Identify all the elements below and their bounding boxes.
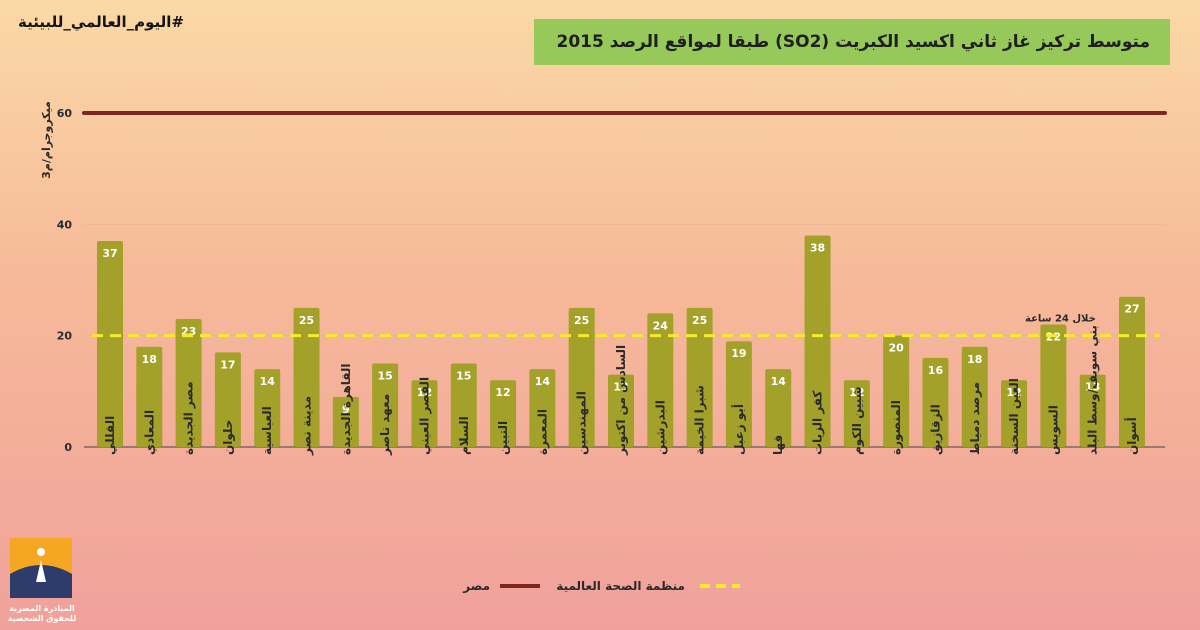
who-line-annotation: خلال 24 ساعة — [1025, 314, 1096, 325]
x-tick-label: السويس — [1046, 405, 1061, 455]
bar-value-label: 27 — [1124, 303, 1139, 316]
bar — [961, 346, 988, 447]
bar — [136, 346, 163, 447]
bar — [175, 318, 202, 447]
bar-value-label: 25 — [574, 314, 589, 327]
bar — [1001, 380, 1028, 447]
x-tick-label: حلوان — [221, 420, 236, 455]
bar-value-label: 12 — [849, 386, 864, 399]
x-tick-label: كفر الزيات — [811, 391, 825, 455]
x-tick-label: مصر الجديدة — [182, 381, 196, 455]
bar-value-label: 20 — [888, 342, 904, 355]
bar-value-label: 19 — [731, 347, 746, 360]
bar-value-label: 14 — [535, 375, 551, 388]
bar-value-label: 13 — [1085, 381, 1100, 394]
bar — [765, 369, 792, 447]
bar-value-label: 12 — [495, 386, 510, 399]
x-tick-label: بني سويف/وسط البلد — [1086, 325, 1101, 455]
x-tick-label: شبين الكوم — [850, 387, 865, 456]
bar — [372, 363, 399, 447]
bar — [647, 313, 674, 447]
x-tick-label: المعادي — [142, 410, 156, 455]
x-tick-label: العين السخنة — [1007, 378, 1021, 455]
bar — [450, 363, 477, 447]
legend-egypt-label: مصر — [462, 579, 490, 593]
bar — [922, 357, 949, 447]
bar — [332, 396, 359, 447]
bar-value-label: 15 — [456, 370, 471, 383]
bar — [490, 380, 517, 447]
x-tick-label: البدرشين — [653, 400, 667, 455]
bar — [411, 380, 438, 447]
bar-value-label: 14 — [771, 375, 787, 388]
y-tick-label: 20 — [57, 330, 73, 343]
x-tick-label: مرصد دمياط — [968, 382, 982, 455]
bar-value-label: 15 — [377, 370, 392, 383]
bar — [214, 352, 241, 447]
bar-value-label: 37 — [102, 247, 117, 260]
x-tick-label: السادس من اكتوبر — [614, 345, 629, 456]
org-logo — [10, 538, 72, 598]
x-tick-label: المنصورة — [889, 400, 904, 455]
bar-value-label: 24 — [653, 319, 669, 332]
legend-who-label: منظمة الصحة العالمية — [556, 579, 685, 593]
x-tick-label: الزقازيق — [928, 404, 942, 455]
bar — [725, 341, 752, 447]
x-tick-label: أبو زعبل — [731, 404, 747, 455]
x-tick-label: القصر العيني — [417, 377, 431, 455]
x-tick-label: القللي — [103, 416, 117, 455]
bar — [843, 380, 870, 447]
bar — [686, 307, 713, 447]
x-tick-label: السلام — [457, 416, 472, 455]
x-tick-label: شبرا الخيمة — [693, 385, 707, 455]
x-tick-label: المعمرة — [535, 409, 549, 455]
x-tick-label: التبين — [496, 421, 510, 455]
x-tick-label: معهد ناصر — [378, 394, 392, 456]
bar — [293, 307, 320, 447]
x-tick-label: مدينة نصر — [300, 396, 314, 456]
y-tick-label: 60 — [57, 107, 73, 120]
x-tick-label: المهندسين — [575, 391, 589, 455]
bar-value-label: 14 — [260, 375, 276, 388]
bar — [1079, 374, 1106, 447]
bar — [883, 335, 910, 447]
bar — [568, 307, 595, 447]
bar-value-label: 12 — [1006, 386, 1021, 399]
bar-value-label: 12 — [417, 386, 432, 399]
y-axis-title: ميكروجرام/م3 — [40, 101, 53, 179]
x-tick-label: العباسية — [260, 406, 274, 455]
bar — [804, 235, 831, 447]
bar-value-label: 25 — [692, 314, 707, 327]
bar — [608, 374, 634, 447]
bar-value-label: 16 — [928, 364, 944, 377]
x-tick-label: قها — [771, 435, 785, 455]
hashtag-label: #اليوم_العالمي_للبيئية — [18, 13, 184, 31]
x-tick-label: أسوان — [1124, 417, 1140, 455]
bar — [529, 369, 556, 447]
bar-value-label: 17 — [220, 358, 235, 371]
chart-legend: منظمة الصحة العالمية مصر — [462, 579, 740, 593]
bar-value-label: 38 — [810, 241, 825, 254]
bar — [1040, 324, 1067, 447]
bar-value-label: 9 — [342, 403, 350, 416]
bar-value-label: 18 — [142, 353, 157, 366]
chart-title: متوسط تركيز غاز ثاني اكسيد الكبريت (SO2)… — [556, 32, 1151, 52]
bar-value-label: 13 — [613, 381, 628, 394]
bar — [254, 369, 281, 447]
org-name: المبادرة المصرية للحقوق الشخصية — [7, 604, 77, 623]
bar-value-label: 18 — [967, 353, 982, 366]
chart-title-banner: متوسط تركيز غاز ثاني اكسيد الكبريت (SO2)… — [534, 19, 1170, 65]
y-tick-label: 40 — [57, 218, 73, 231]
bar — [97, 241, 123, 447]
bar-value-label: 25 — [299, 314, 314, 327]
x-tick-label: القاهرة الجديدة — [339, 363, 353, 455]
y-tick-label: 0 — [64, 441, 72, 454]
